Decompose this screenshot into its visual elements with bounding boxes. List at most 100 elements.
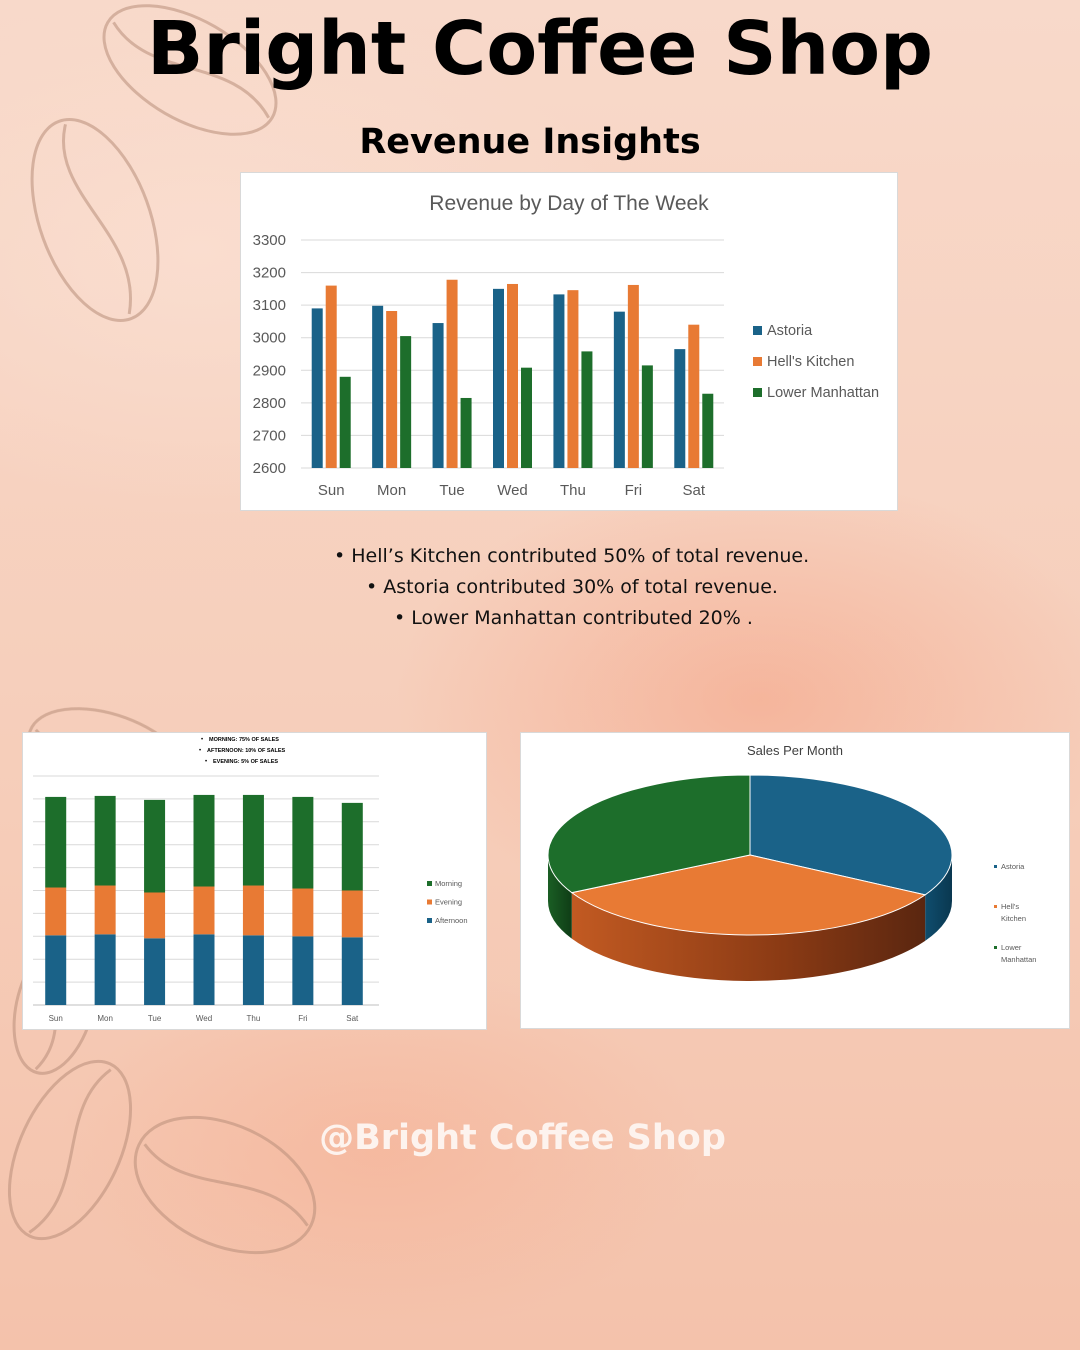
legend-label: Hell's Kitchen xyxy=(767,354,854,370)
stacked-bar-segment xyxy=(94,795,116,886)
insight-item: • Hell’s Kitchen contributed 50% of tota… xyxy=(334,545,810,567)
legend-swatch xyxy=(994,905,997,908)
stacked-bar-segment xyxy=(242,935,264,1005)
stacked-bar-segment xyxy=(292,936,314,1005)
x-tick-label: Wed xyxy=(196,1014,212,1023)
time-of-day-chart-panel: • MORNING: 75% OF SALES • AFTERNOON: 10% OF… xyxy=(22,732,487,1030)
bar xyxy=(674,349,686,468)
x-tick-label: Fri xyxy=(625,482,643,499)
note-bullet: • xyxy=(205,759,207,765)
stacked-bar-segment xyxy=(341,937,363,1005)
stacked-bar-segment xyxy=(292,888,314,937)
y-tick-label: 3100 xyxy=(253,297,286,314)
note-bullet: • xyxy=(199,748,201,754)
bar xyxy=(432,323,444,468)
chart-title: Sales Per Month xyxy=(747,743,843,758)
note-text: AFTERNOON: 10% OF SALES xyxy=(207,748,286,754)
insight-item: • Lower Manhattan contributed 20% . xyxy=(394,607,753,629)
sales-per-month-pie-chart: Sales Per Month Astoria Hell's Kitchen Lowe… xyxy=(547,743,1036,981)
y-tick-label: 2900 xyxy=(253,362,286,379)
legend-swatch xyxy=(994,946,997,949)
y-tick-label: 3200 xyxy=(253,265,286,282)
x-tick-label: Sun xyxy=(49,1014,63,1023)
bar xyxy=(641,365,653,468)
x-tick-label: Tue xyxy=(439,482,464,499)
bar xyxy=(372,305,384,468)
legend-label: Lower Manhattan xyxy=(767,385,879,401)
stacked-bar-segment xyxy=(193,934,215,1005)
revenue-by-day-chart: Revenue by Day of The Week 3300 3200 3100 3… xyxy=(253,192,879,499)
bar xyxy=(446,279,458,468)
insight-item: • Astoria contributed 30% of total reven… xyxy=(366,576,778,598)
bar xyxy=(581,351,593,468)
y-tick-label: 2800 xyxy=(253,395,286,412)
legend-label: Evening xyxy=(435,898,462,907)
legend-label: Hell's xyxy=(1001,902,1019,911)
legend-swatch xyxy=(753,357,762,366)
note-text: MORNING: 75% OF SALES xyxy=(209,737,279,743)
pie-slice xyxy=(749,774,953,896)
page-title: Bright Coffee Shop xyxy=(146,6,934,92)
legend-swatch xyxy=(427,899,432,905)
bar xyxy=(339,376,351,468)
pie-slice xyxy=(570,854,927,936)
legend-swatch xyxy=(994,865,997,868)
bar xyxy=(521,367,532,468)
bar xyxy=(325,285,337,468)
stacked-bar-segment xyxy=(193,794,215,887)
stacked-bar-segment xyxy=(341,890,363,938)
legend-label: Astoria xyxy=(1001,862,1025,871)
stacked-bar-segment xyxy=(292,796,314,889)
page-subtitle: Revenue Insights xyxy=(359,122,701,162)
bar xyxy=(460,397,472,468)
bar xyxy=(688,324,700,468)
y-tick-label: 3300 xyxy=(253,232,286,249)
bar xyxy=(507,283,518,468)
pie-side-wall xyxy=(571,892,926,981)
bar xyxy=(553,294,565,468)
bar xyxy=(386,311,398,468)
time-of-day-stacked-chart: • MORNING: 75% OF SALES• AFTERNOON: 10% OF… xyxy=(33,737,468,1023)
note-text: EVENING: 5% OF SALES xyxy=(213,759,278,765)
x-tick-label: Thu xyxy=(560,482,586,499)
pie-slice xyxy=(547,774,751,894)
bar xyxy=(400,336,412,468)
revenue-chart-panel: Revenue by Day of The Week 3300 3200 3100 3… xyxy=(240,172,898,511)
chart-title: Revenue by Day of The Week xyxy=(429,192,709,215)
x-tick-label: Sat xyxy=(346,1014,359,1023)
x-tick-label: Fri xyxy=(298,1014,308,1023)
x-tick-label: Sun xyxy=(318,482,345,499)
x-tick-label: Thu xyxy=(247,1014,261,1023)
stacked-bar-segment xyxy=(45,887,67,936)
y-tick-label: 3000 xyxy=(253,330,286,347)
x-tick-label: Tue xyxy=(148,1014,162,1023)
x-tick-label: Mon xyxy=(97,1014,113,1023)
stacked-bar-segment xyxy=(144,799,166,893)
legend-label: Manhattan xyxy=(1001,955,1036,964)
y-tick-label: 2600 xyxy=(253,460,286,477)
x-tick-label: Wed xyxy=(497,482,528,499)
stacked-bar-segment xyxy=(242,885,264,936)
legend-label: Morning xyxy=(435,879,462,888)
legend-label: Astoria xyxy=(767,323,813,339)
legend-swatch xyxy=(427,881,432,886)
stacked-bar-segment xyxy=(193,886,215,935)
legend-swatch xyxy=(427,918,432,923)
legend-swatch xyxy=(753,326,762,335)
legend-label: Kitchen xyxy=(1001,914,1026,923)
bar xyxy=(702,393,714,468)
stacked-bar-segment xyxy=(144,938,166,1005)
footer-handle: @Bright Coffee Shop xyxy=(319,1118,726,1158)
pie-side-wall xyxy=(548,855,572,939)
legend-label: Lower xyxy=(1001,943,1022,952)
x-tick-label: Mon xyxy=(377,482,406,499)
bar xyxy=(627,284,639,468)
note-bullet: • xyxy=(201,737,203,743)
y-tick-label: 2700 xyxy=(253,427,286,444)
legend-swatch xyxy=(753,388,762,397)
stacked-bar-segment xyxy=(94,885,116,935)
stacked-bar-segment xyxy=(45,796,67,888)
sales-per-month-chart-panel: Sales Per Month Astoria Hell's Kitchen Lowe… xyxy=(520,732,1070,1029)
bar xyxy=(311,308,323,468)
